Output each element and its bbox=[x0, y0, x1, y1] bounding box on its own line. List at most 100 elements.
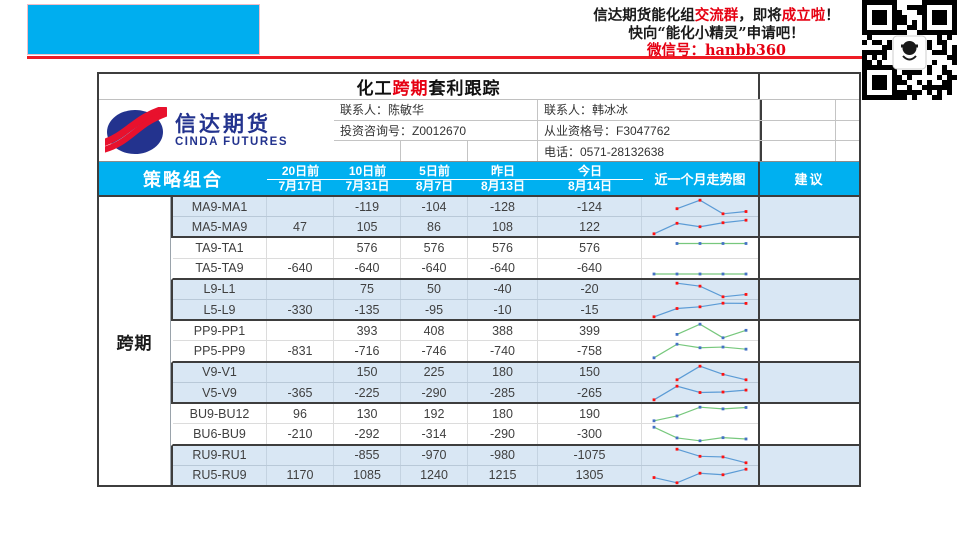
table-row: RU5-RU9 1170 1085 1240 1215 1305 bbox=[173, 465, 758, 485]
sparkline-chart bbox=[675, 281, 748, 299]
value-cell: -1075 bbox=[538, 445, 642, 465]
header-underline bbox=[267, 178, 643, 180]
empty-cell bbox=[836, 141, 859, 161]
value-cell: 225 bbox=[401, 362, 468, 382]
sparkline-chart bbox=[675, 198, 748, 216]
sparkline-cell bbox=[642, 341, 758, 360]
value-cell: -365 bbox=[267, 382, 334, 403]
spread-name: BU6-BU9 bbox=[173, 424, 267, 444]
value-cell: 399 bbox=[538, 321, 642, 341]
text: 化工 bbox=[356, 79, 393, 98]
value-cell: -10 bbox=[468, 300, 538, 320]
table-row: TA9-TA1 576 576 576 576 bbox=[173, 238, 758, 259]
table-row: L5-L9 -330 -135 -95 -10 -15 bbox=[173, 300, 758, 320]
contact-grid: 联系人：陈敏华 联系人：韩冰冰 投资咨询号：Z0012670 从业资格号：F30… bbox=[334, 100, 859, 162]
sparkline-chart bbox=[652, 467, 748, 484]
text: 信达期货能化组 bbox=[593, 7, 695, 24]
value-cell: -104 bbox=[401, 197, 468, 217]
value-cell: 150 bbox=[334, 362, 401, 382]
sparkline-chart bbox=[652, 343, 748, 360]
value-cell: 1305 bbox=[538, 465, 642, 485]
sparkline-chart bbox=[652, 405, 748, 423]
sparkline-cell bbox=[642, 259, 758, 278]
red-text: 跨期 bbox=[392, 79, 429, 98]
contact1-license: 投资咨询号：Z0012670 bbox=[334, 120, 538, 141]
pair-group-7: RU9-RU1 -855 -970 -980 -1075 RU5-RU9 1170 1085 1… bbox=[171, 445, 859, 485]
value-cell: 105 bbox=[334, 217, 401, 237]
value-cell: 47 bbox=[267, 217, 334, 237]
value-cell: 96 bbox=[267, 404, 334, 424]
value-cell: 190 bbox=[538, 404, 642, 424]
sparkline-chart bbox=[675, 447, 748, 464]
value-cell: 180 bbox=[468, 362, 538, 382]
sparkline-cell bbox=[642, 363, 758, 382]
contact1-name: 联系人：陈敏华 bbox=[334, 100, 538, 120]
value-cell: -831 bbox=[267, 341, 334, 361]
sparkline-cell bbox=[642, 466, 758, 485]
value-cell: -265 bbox=[538, 382, 642, 403]
sparkline-chart bbox=[675, 364, 748, 381]
sparkline-cell bbox=[642, 383, 758, 402]
value-cell: -128 bbox=[468, 197, 538, 217]
value-cell: 388 bbox=[468, 321, 538, 341]
promo-text: 信达期货能化组交流群，即将成立啦！ 快向“能化小精灵”申请吧！ 微信号：hanb… bbox=[575, 7, 858, 60]
spread-name: BU9-BU12 bbox=[173, 404, 267, 424]
value-cell: -970 bbox=[401, 445, 468, 465]
advice-cell bbox=[758, 238, 859, 278]
pair-group-2: TA9-TA1 576 576 576 576 TA5-TA9 -640 -640 -640 -6… bbox=[171, 238, 859, 280]
value-cell bbox=[267, 238, 334, 258]
contact2-license: 从业资格号：F3047762 bbox=[538, 120, 760, 141]
header-trend: 近一个月走势图 bbox=[654, 172, 746, 187]
value-cell: -15 bbox=[538, 300, 642, 320]
value-cell: 576 bbox=[334, 238, 401, 258]
sparkline-cell bbox=[642, 280, 758, 299]
contact-row-1: 联系人：陈敏华 联系人：韩冰冰 bbox=[334, 100, 859, 121]
value-cell: 192 bbox=[401, 404, 468, 424]
contact-row-3: 电话：0571-28132638 bbox=[334, 141, 859, 162]
value-cell: -640 bbox=[334, 258, 401, 278]
sparkline-chart bbox=[652, 426, 748, 443]
spread-name: L5-L9 bbox=[173, 300, 267, 320]
logo-text: 信达期货 CINDA FUTURES bbox=[175, 112, 288, 148]
sparkline-cell bbox=[642, 446, 758, 465]
value-cell: -124 bbox=[538, 197, 642, 217]
advice-cell bbox=[758, 279, 859, 320]
value-cell: -40 bbox=[468, 279, 538, 300]
sparkline-cell bbox=[642, 217, 758, 236]
red-text: 成立啦 bbox=[781, 7, 826, 24]
table-row: MA5-MA9 47 105 86 108 122 bbox=[173, 217, 758, 237]
advice-cell bbox=[758, 445, 859, 485]
sparkline-cell bbox=[642, 424, 758, 443]
value-cell: 1215 bbox=[468, 465, 538, 485]
header-col-date: 7月31日 bbox=[345, 178, 390, 193]
value-cell: -330 bbox=[267, 300, 334, 320]
value-cell: -740 bbox=[468, 341, 538, 361]
sparkline-cell bbox=[642, 238, 758, 257]
empty-cell bbox=[836, 100, 859, 120]
table-row: L9-L1 75 50 -40 -20 bbox=[173, 279, 758, 301]
promo-wechat-id: 微信号：hanbb360 bbox=[646, 42, 787, 59]
value-cell: 408 bbox=[401, 321, 468, 341]
empty-cell bbox=[468, 141, 538, 162]
spread-name: MA5-MA9 bbox=[173, 217, 267, 237]
table-row: V5-V9 -365 -225 -290 -285 -265 bbox=[173, 382, 758, 403]
header-strategy: 策略组合 bbox=[143, 169, 223, 190]
value-cell: -855 bbox=[334, 445, 401, 465]
empty-cell bbox=[334, 141, 401, 162]
table-header: 策略组合 20日前 7月17日 10日前 7月31日 5日前 8月7日 昨日 8月13日 今日 8… bbox=[99, 162, 859, 197]
contact-row-2: 投资咨询号：Z0012670 从业资格号：F3047762 bbox=[334, 120, 859, 142]
header-col-top: 今日 bbox=[577, 163, 602, 178]
value-cell: -135 bbox=[334, 300, 401, 320]
logo-name-cn: 信达期货 bbox=[175, 112, 271, 136]
empty-cell bbox=[401, 141, 468, 162]
advice-cell bbox=[758, 362, 859, 403]
value-cell: -20 bbox=[538, 279, 642, 300]
page-title: 化工 跨期 套利跟踪 bbox=[99, 74, 758, 99]
value-cell: 130 bbox=[334, 404, 401, 424]
red-divider-line bbox=[27, 56, 867, 59]
spread-name: TA5-TA9 bbox=[173, 258, 267, 278]
value-cell: -746 bbox=[401, 341, 468, 361]
value-cell: 108 bbox=[468, 217, 538, 237]
logo-name-en: CINDA FUTURES bbox=[175, 135, 288, 148]
